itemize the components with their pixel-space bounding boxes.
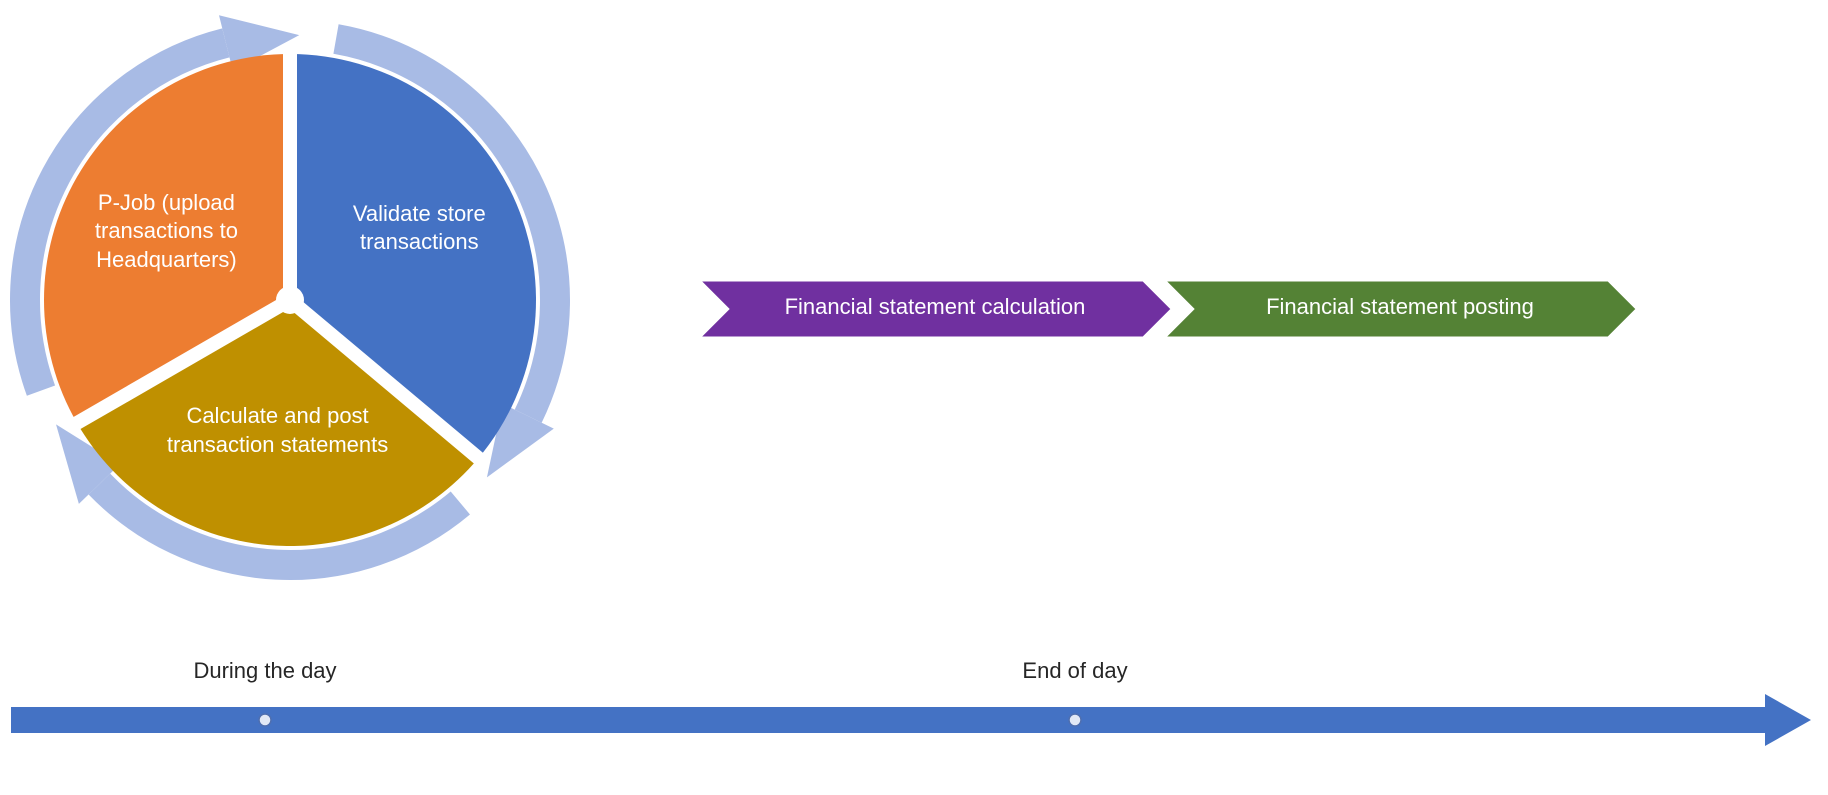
cycle-diagram [0,0,600,610]
chevron-shape-calc [701,281,1171,337]
cycle-hub [276,286,304,314]
timeline-label-end: End of day [925,658,1225,684]
timeline-arrow [10,692,1812,748]
chevron-shape-post [1166,281,1636,337]
chevron-calc [700,280,1172,338]
timeline-marker-end [1069,714,1081,726]
chevron-post [1165,280,1637,338]
timeline-arrow-shape [11,694,1811,746]
timeline-label-during: During the day [115,658,415,684]
timeline-marker-during [259,714,271,726]
